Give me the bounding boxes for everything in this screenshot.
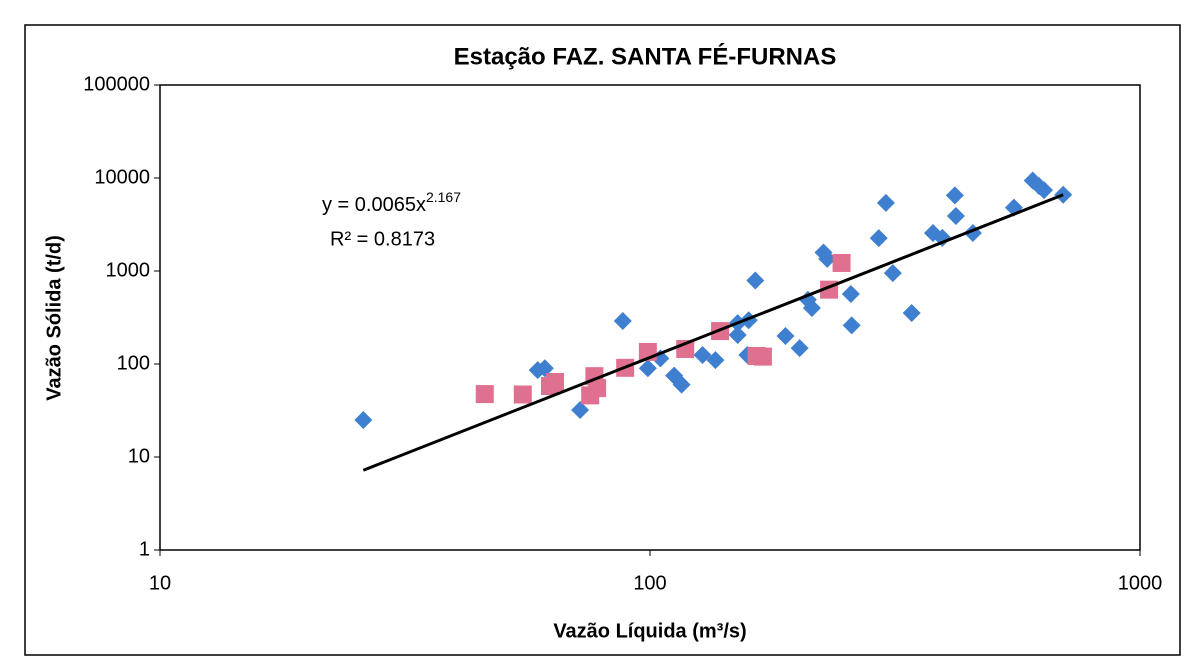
- y-tick-label: 10000: [94, 166, 150, 188]
- y-tick-label: 10: [128, 445, 150, 467]
- y-tick-label: 100: [117, 352, 150, 374]
- data-point: [1035, 181, 1054, 200]
- chart-title: Estação FAZ. SANTA FÉ-FURNAS: [454, 42, 837, 70]
- data-point: [876, 193, 895, 212]
- data-point: [613, 311, 632, 330]
- data-point: [581, 386, 600, 405]
- y-axis-label: Vazão Sólida (t/d): [43, 235, 65, 401]
- data-point: [883, 264, 902, 283]
- trendline: [362, 193, 1064, 472]
- data-point: [842, 316, 861, 335]
- data-point: [706, 351, 725, 370]
- data-point: [693, 345, 712, 364]
- x-axis-label: Vazão Líquida (m³/s): [553, 620, 746, 642]
- data-point: [841, 285, 860, 304]
- data-point: [728, 326, 747, 345]
- data-point: [475, 385, 494, 404]
- data-point: [933, 228, 952, 247]
- data-point: [776, 327, 795, 346]
- x-tick-label: 10: [149, 572, 171, 594]
- data-point: [746, 271, 765, 290]
- y-tick-label: 1: [139, 538, 150, 560]
- exponent: 2.167: [426, 189, 461, 205]
- data-point: [571, 401, 590, 420]
- y-tick-label: 100000: [83, 73, 150, 95]
- data-point: [753, 347, 772, 366]
- r-squared: R² = 0.8173: [330, 228, 435, 250]
- chart-border: [24, 24, 1181, 656]
- data-point: [546, 373, 565, 392]
- data-point: [354, 410, 373, 429]
- x-tick-label: 1000: [1118, 572, 1163, 594]
- data-point: [946, 207, 965, 226]
- data-point: [802, 299, 821, 318]
- x-tick-label: 100: [633, 572, 666, 594]
- equation: y = 0.0065x: [322, 194, 426, 216]
- data-point: [818, 249, 837, 268]
- data-point: [513, 385, 532, 404]
- data-point: [535, 359, 554, 378]
- data-point: [945, 186, 964, 205]
- data-point: [790, 339, 809, 358]
- data-point: [672, 375, 691, 394]
- y-tick-label: 1000: [106, 259, 151, 281]
- data-point: [869, 229, 888, 248]
- data-point: [814, 243, 833, 262]
- data-point: [902, 304, 921, 323]
- data-point: [638, 359, 657, 378]
- trend-equation: y = 0.0065x2.167: [322, 189, 461, 217]
- data-point: [832, 253, 851, 272]
